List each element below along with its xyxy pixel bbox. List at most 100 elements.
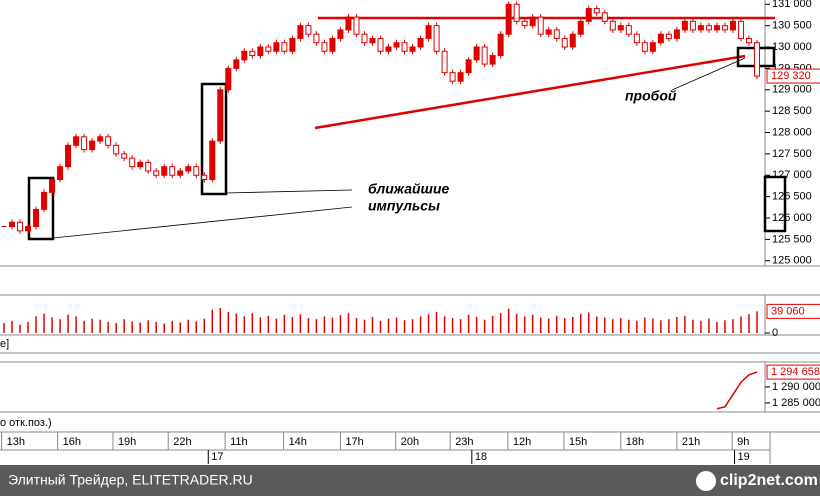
candle (721, 25, 728, 31)
candle (561, 37, 568, 48)
candle (601, 12, 608, 22)
candle (329, 37, 336, 52)
candle (745, 37, 752, 44)
candle (177, 170, 184, 176)
candle (257, 46, 264, 57)
candle (449, 72, 456, 82)
candle (505, 3, 512, 35)
y-tick-label: 126 000 (772, 212, 812, 224)
last-value-label: 1 294 658 (771, 366, 820, 378)
indicator-line (716, 371, 758, 410)
candle (457, 72, 464, 82)
candle (33, 208, 40, 228)
y-tick-label: 1 290 000 (772, 381, 820, 393)
candle (489, 55, 496, 65)
candle (657, 33, 664, 44)
date-label: 19 (738, 451, 750, 463)
last-value-box (766, 303, 820, 319)
x-tick-label: 17h (345, 436, 363, 448)
candle (281, 42, 288, 52)
panel-label: о отк.поз.) (0, 417, 52, 429)
y-tick-label: 1 285 000 (772, 397, 820, 409)
x-tick-label: 20h (401, 436, 419, 448)
candle (393, 42, 400, 48)
candle (417, 37, 424, 48)
candle (681, 20, 688, 31)
y-tick-label: 129 000 (772, 84, 812, 96)
candle (193, 166, 200, 176)
candle (753, 42, 760, 77)
candle (585, 8, 592, 22)
candle (409, 46, 416, 52)
candle (73, 136, 80, 146)
candle (569, 33, 576, 48)
y-tick-label: 128 500 (772, 105, 812, 117)
candle (49, 179, 56, 193)
annotation: ближайшие (368, 181, 450, 197)
candle (617, 25, 624, 31)
candle (129, 157, 136, 168)
candle (161, 166, 168, 176)
candle (121, 153, 128, 159)
candle (673, 29, 680, 39)
panel-label: e] (0, 338, 9, 350)
candle (705, 25, 712, 31)
x-tick-label: 16h (63, 436, 81, 448)
last-value-label: 39 060 (771, 305, 805, 317)
candle (17, 221, 24, 232)
candle (433, 25, 440, 52)
candle (9, 221, 16, 228)
candle (297, 25, 304, 39)
y-tick-label: 126 500 (772, 191, 812, 203)
candle (729, 20, 736, 31)
candle (593, 8, 600, 14)
candle (249, 50, 256, 57)
candle (201, 174, 208, 181)
candle (137, 161, 144, 168)
footer-text: Элитный Трейдер, ELITETRADER.RU (8, 472, 253, 488)
last-value-box (766, 364, 820, 380)
candle (41, 191, 48, 210)
candle (57, 166, 64, 181)
y-tick-label: 125 500 (772, 233, 812, 245)
candle (441, 50, 448, 74)
candle (401, 42, 408, 52)
x-tick-label: 9h (737, 436, 749, 448)
candle (241, 50, 248, 61)
candle (321, 42, 328, 52)
candle (361, 33, 368, 44)
y-tick-label: 127 500 (772, 148, 812, 160)
candle (697, 25, 704, 31)
logo-text: clip2net.com (720, 472, 818, 489)
x-tick-label: 23h (455, 436, 473, 448)
candle (185, 166, 192, 172)
candle (377, 37, 384, 52)
candle (81, 136, 88, 151)
y-tick-label: 127 000 (772, 169, 812, 181)
candle (521, 20, 528, 27)
x-tick-label: 13h (7, 436, 25, 448)
candle (513, 3, 520, 22)
candle (665, 33, 672, 39)
candle (65, 144, 72, 168)
candle (169, 166, 176, 176)
y-tick-label: 130 500 (772, 20, 812, 32)
candle (537, 16, 544, 35)
candle (289, 37, 296, 52)
candle (369, 37, 376, 44)
y-tick-label: 125 000 (772, 255, 812, 267)
candle (153, 170, 160, 176)
candle (89, 140, 96, 151)
candle (577, 20, 584, 35)
candle (337, 29, 344, 39)
candle (625, 25, 632, 35)
footer-bar (0, 465, 820, 496)
x-tick-label: 11h (230, 436, 248, 448)
annotation: пробой (625, 88, 677, 104)
candle (553, 29, 560, 39)
annotation: импульсы (368, 198, 440, 214)
candle (529, 16, 536, 27)
y-tick-label: 130 000 (772, 41, 812, 53)
candle (609, 20, 616, 31)
